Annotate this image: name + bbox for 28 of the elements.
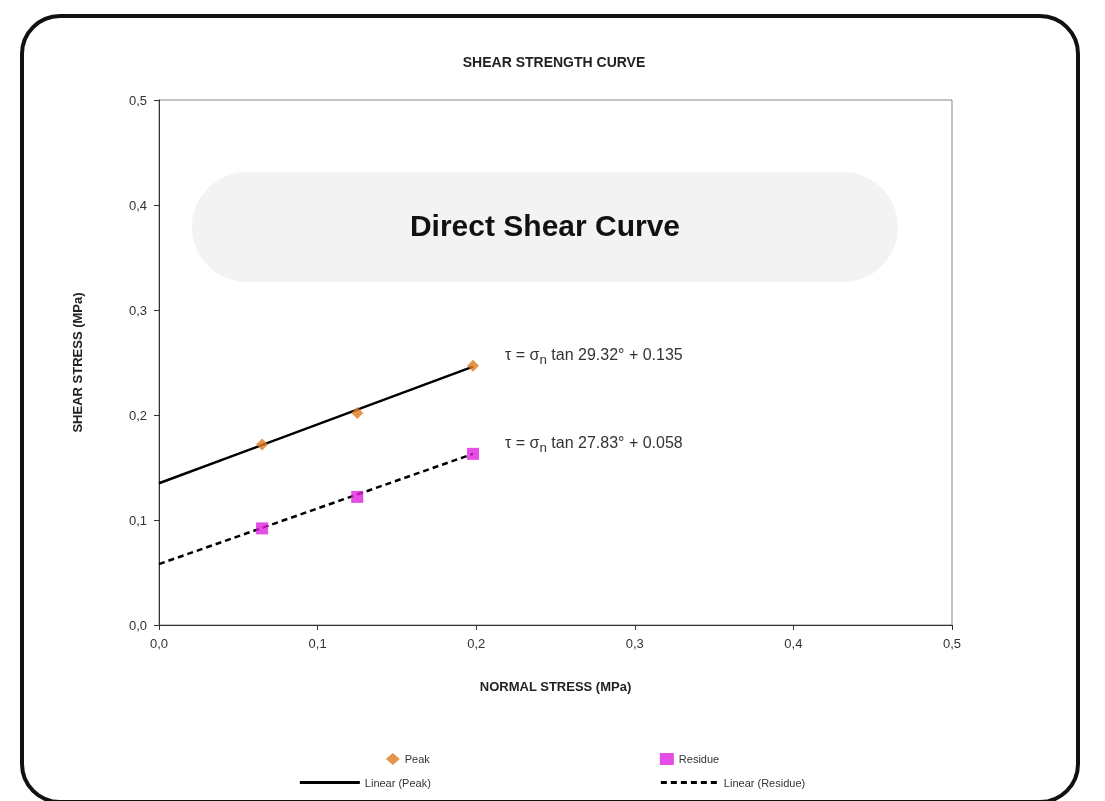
x-tick-label: 0,0 xyxy=(149,636,169,651)
y-tick-label: 0,2 xyxy=(128,407,147,423)
x-tick-label: 0,5 xyxy=(942,636,962,651)
y-tick-label: 0,4 xyxy=(128,197,147,213)
y-axis-title: SHEAR STRESS (MPa) xyxy=(70,292,85,433)
y-tick-label: 0,5 xyxy=(128,92,147,108)
chart-title: SHEAR STRENGTH CURVE xyxy=(462,54,646,70)
legend-label: Linear (Residue) xyxy=(723,776,806,789)
legend-label: Residue xyxy=(678,753,720,765)
x-tick-label: 0,1 xyxy=(308,636,327,651)
annotation: τ = σ$_{n}$ tan 29.32° + 0.135 xyxy=(505,346,683,368)
point xyxy=(256,438,269,451)
annotation: Direct Shear Curve xyxy=(409,209,681,243)
point xyxy=(351,490,364,503)
y-tick-label: 0,1 xyxy=(128,512,147,528)
x-tick-label: 0,3 xyxy=(625,636,644,651)
x-axis-title: NORMAL STRESS (MPa) xyxy=(479,679,632,694)
legend-label: Peak xyxy=(404,753,431,765)
x-tick-label: 0,4 xyxy=(784,636,803,651)
y-tick-label: 0,0 xyxy=(128,617,147,633)
point xyxy=(351,406,364,419)
point xyxy=(256,522,269,535)
annotation: τ = σ$_{n}$ tan 27.83° + 0.058 xyxy=(505,434,683,456)
point xyxy=(467,359,480,372)
legend-label: Linear (Peak) xyxy=(364,776,431,789)
point xyxy=(467,447,480,460)
y-tick-label: 0,3 xyxy=(128,302,147,318)
x-tick-label: 0,2 xyxy=(467,636,486,651)
